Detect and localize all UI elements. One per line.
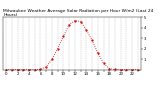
Text: Milwaukee Weather Average Solar Radiation per Hour W/m2 (Last 24 Hours): Milwaukee Weather Average Solar Radiatio… <box>3 9 154 17</box>
